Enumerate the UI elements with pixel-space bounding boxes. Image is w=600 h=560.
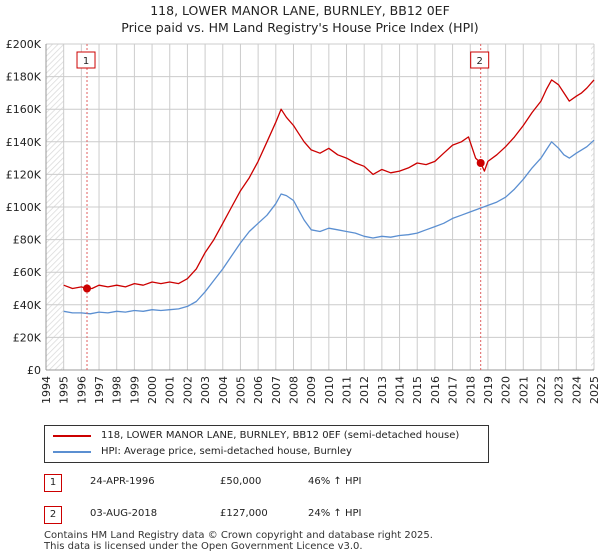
y-tick-label: £200K (6, 38, 42, 51)
y-tick-label: £180K (6, 71, 42, 84)
transaction-badge: 1 (44, 474, 62, 492)
transaction-date: 03-AUG-2018 (90, 508, 158, 519)
sale-point (476, 158, 485, 167)
transaction-price: £50,000 (220, 476, 262, 487)
x-tick-label: 2005 (234, 376, 247, 404)
y-tick-label: £160K (6, 103, 42, 116)
sale-point (83, 284, 92, 293)
x-tick-label: 2017 (447, 376, 460, 404)
legend: 118, LOWER MANOR LANE, BURNLEY, BB12 0EF… (44, 425, 489, 463)
x-tick-label: 2000 (146, 376, 159, 404)
x-tick-label: 2018 (464, 376, 477, 404)
x-tick-label: 2015 (411, 376, 424, 404)
x-tick-label: 1999 (128, 376, 141, 404)
y-tick-label: £40K (13, 299, 42, 312)
transaction-row: 1 24-APR-1996 £50,000 46% ↑ HPI (44, 474, 424, 492)
footer: Contains HM Land Registry data © Crown c… (44, 530, 584, 552)
sale-marker-label: 2 (477, 56, 483, 67)
y-tick-label: £100K (6, 201, 42, 214)
x-tick-label: 2021 (517, 376, 530, 404)
legend-label-property: 118, LOWER MANOR LANE, BURNLEY, BB12 0EF… (101, 430, 460, 441)
chart-title-line1: 118, LOWER MANOR LANE, BURNLEY, BB12 0EF (150, 3, 450, 18)
legend-label-hpi: HPI: Average price, semi-detached house,… (101, 446, 352, 457)
x-tick-label: 2013 (376, 376, 389, 404)
x-tick-label: 2009 (305, 376, 318, 404)
transaction-hpi-change: 46% ↑ HPI (308, 476, 362, 487)
series-line-hpi (63, 139, 595, 315)
x-tick-label: 2025 (588, 376, 600, 404)
y-tick-label: £60K (13, 266, 42, 279)
transaction-row: 2 03-AUG-2018 £127,000 24% ↑ HPI (44, 506, 424, 524)
x-tick-label: 2014 (394, 376, 407, 404)
y-tick-label: £0 (27, 364, 41, 377)
y-tick-label: £20K (13, 331, 42, 344)
transaction-hpi-change: 24% ↑ HPI (308, 508, 362, 519)
transaction-badge: 2 (44, 506, 62, 524)
x-tick-label: 1998 (111, 376, 124, 404)
x-tick-label: 1996 (75, 376, 88, 404)
chart-title-line2: Price paid vs. HM Land Registry's House … (121, 20, 479, 35)
x-tick-label: 2007 (270, 376, 283, 404)
x-tick-label: 2023 (553, 376, 566, 404)
x-tick-label: 2010 (323, 376, 336, 404)
sale-marker-label: 1 (83, 56, 89, 67)
footer-line1: Contains HM Land Registry data © Crown c… (44, 530, 433, 541)
transaction-date: 24-APR-1996 (90, 476, 155, 487)
x-tick-label: 2024 (570, 376, 583, 404)
x-tick-label: 1995 (58, 376, 71, 404)
sale-marker-box (470, 51, 490, 69)
x-tick-label: 2001 (164, 376, 177, 404)
x-tick-label: 2002 (181, 376, 194, 404)
x-tick-label: 1994 (40, 376, 53, 404)
x-tick-label: 2003 (199, 376, 212, 404)
footer-line2: This data is licensed under the Open Gov… (44, 541, 363, 552)
legend-swatch-hpi (53, 451, 91, 453)
sale-marker-box (76, 51, 96, 69)
x-tick-label: 2022 (535, 376, 548, 404)
x-tick-label: 2019 (482, 376, 495, 404)
y-tick-label: £120K (6, 168, 42, 181)
x-tick-label: 2020 (500, 376, 513, 404)
x-tick-label: 1997 (93, 376, 106, 404)
y-tick-label: £140K (6, 136, 42, 149)
x-tick-label: 2006 (252, 376, 265, 404)
x-tick-label: 2016 (429, 376, 442, 404)
chart-title: 118, LOWER MANOR LANE, BURNLEY, BB12 0EF… (0, 2, 600, 36)
x-tick-label: 2012 (358, 376, 371, 404)
transaction-price: £127,000 (220, 508, 268, 519)
x-tick-label: 2008 (287, 376, 300, 404)
x-tick-label: 2011 (341, 376, 354, 404)
series-line-property (63, 79, 595, 290)
legend-swatch-property (53, 435, 91, 437)
y-tick-label: £80K (13, 234, 42, 247)
x-tick-label: 2004 (217, 376, 230, 404)
price-chart: £0 £20K £40K £60K £80K £100K £120K £140K £160K £1… (6, 38, 600, 404)
